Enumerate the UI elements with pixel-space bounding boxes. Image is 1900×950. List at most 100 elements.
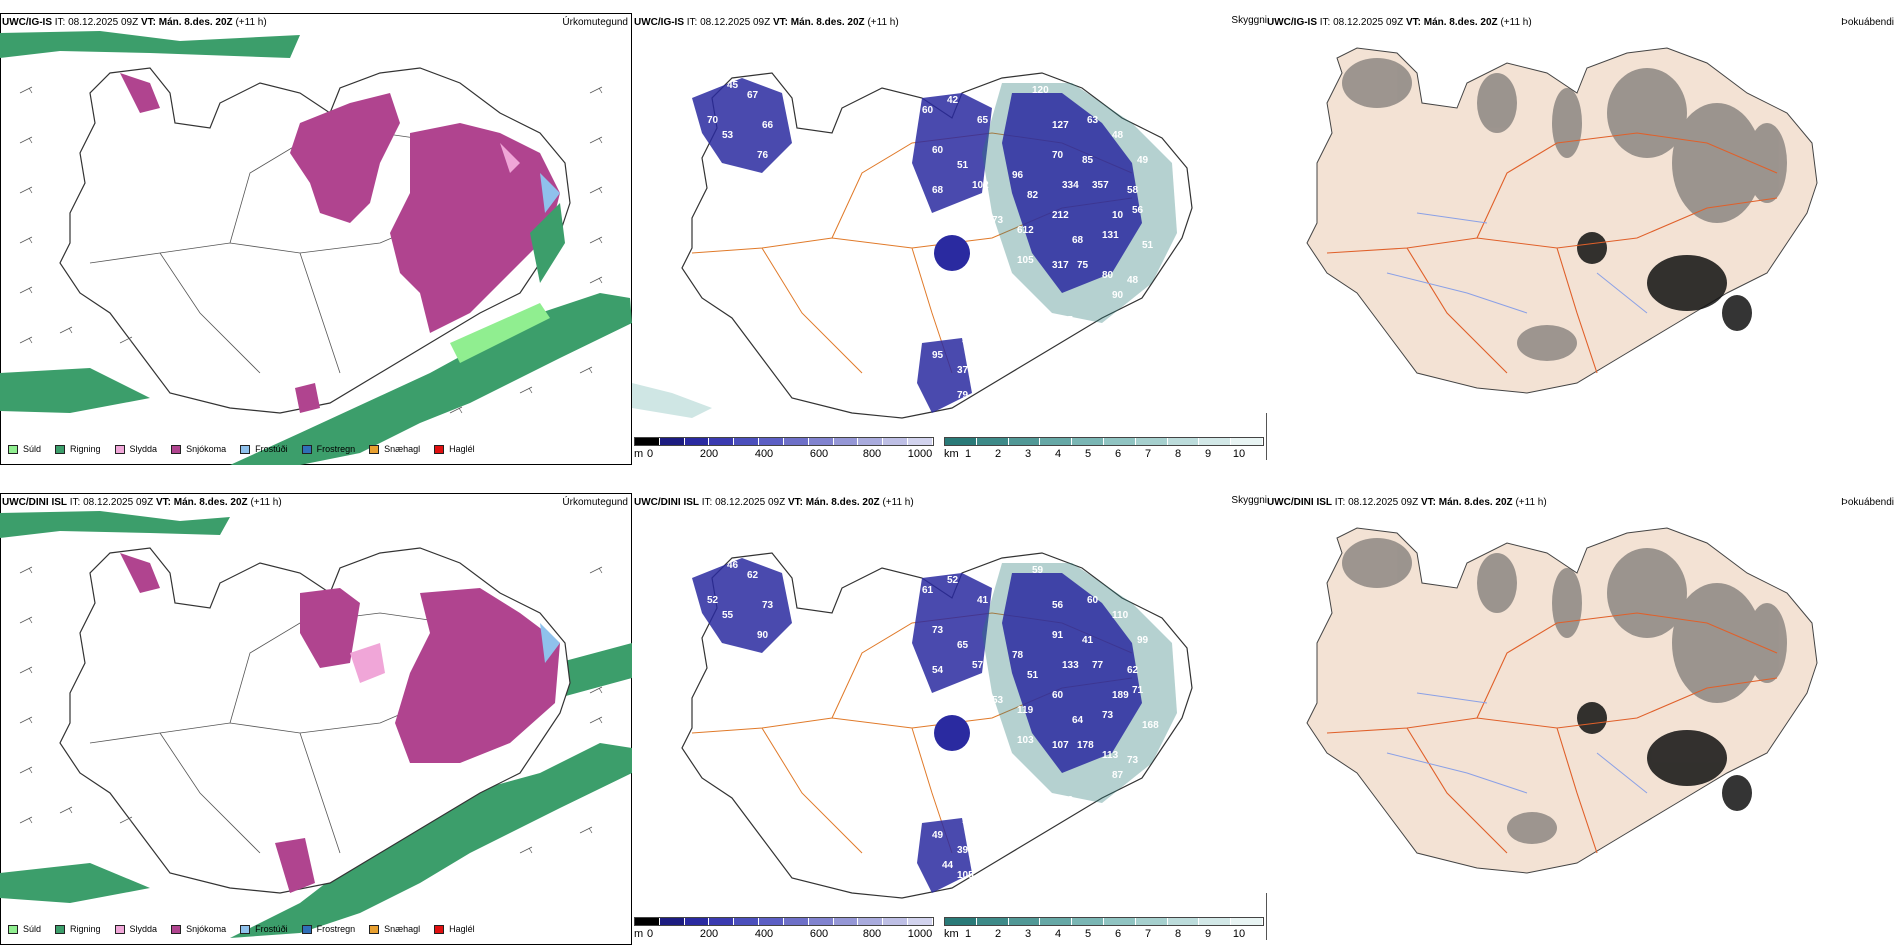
visibility-unit: km	[944, 928, 959, 940]
visibility-value-label: 612	[1017, 225, 1034, 236]
visibility-value-label: 48	[1112, 130, 1124, 141]
visibility-value-label: 76	[757, 150, 769, 161]
valid-time: Mán. 8.des. 20Z	[1438, 497, 1513, 508]
issue-time: IT: 08.12.2025 09Z	[686, 17, 771, 28]
visibility-value-label: 85	[1082, 155, 1094, 166]
visibility-value-label: 44	[942, 860, 954, 871]
valid-time-label: VT:	[140, 17, 156, 28]
cbar-cell	[808, 438, 834, 445]
model-name: UWC/IG-IS	[2, 17, 52, 28]
cbar-cell	[1103, 438, 1136, 445]
lead-time: (+11 h)	[235, 17, 267, 28]
visibility-value-label: 56	[1132, 205, 1144, 216]
legend-swatch	[301, 444, 312, 454]
legend-swatch	[114, 924, 125, 934]
low-elevation-vis	[1002, 573, 1142, 773]
snow-area	[275, 838, 315, 893]
visibility-value-label: 64	[1072, 715, 1084, 726]
cbar-cell	[684, 918, 710, 925]
precip-map-1	[0, 31, 632, 465]
tick-label: 2	[994, 928, 1002, 940]
fog-dense	[1577, 702, 1752, 811]
fog-map-1	[1306, 47, 1818, 394]
visibility-value-label: 334	[1062, 180, 1079, 191]
cbar-cell	[858, 918, 884, 925]
legend-label: Frostregn	[316, 444, 356, 454]
legend-item: Rigning	[55, 444, 101, 454]
visibility-value-label: 189	[1112, 690, 1129, 701]
visibility-value-label: 37	[957, 365, 969, 376]
visibility-value-label: 39	[957, 845, 969, 856]
cbar-cell	[783, 438, 809, 445]
cbar-cell	[1135, 438, 1168, 445]
vis-right-title-1: Skyggni	[1231, 15, 1267, 26]
visibility-value-label: 48	[1127, 275, 1139, 286]
legend-label: Snjókoma	[186, 924, 227, 934]
visibility-colorbar-1: km 1 2 3 4 5 6 7 8 9 10	[944, 437, 1264, 460]
legend-label: Haglél	[449, 924, 475, 934]
cbar-cell	[1040, 438, 1073, 445]
valid-time-label: VT:	[1405, 17, 1421, 28]
cbar-cell	[1103, 918, 1136, 925]
cbar-cell	[833, 918, 859, 925]
visibility-value-label: 37	[962, 335, 974, 346]
visibility-value-label: 57	[972, 660, 984, 671]
precip-frame-1	[0, 13, 632, 465]
visibility-value-label: 91	[1052, 630, 1064, 641]
legend-swatch	[301, 924, 312, 934]
cbar-cell	[659, 918, 685, 925]
visibility-panel-2: 46 62 52 55 73 90 61 52 41 59 73 65 56 60 110 99 54 57 78 9…	[632, 493, 1323, 945]
elevation-unit: m	[634, 928, 644, 940]
visibility-value-label: 96	[1012, 170, 1024, 181]
visibility-value-label: 212	[1052, 210, 1069, 221]
rain-area	[0, 31, 300, 58]
vis-title-1: UWC/IG-IS IT: 08.12.2025 09Z VT: Mán. 8.…	[634, 17, 899, 28]
legend-label: Frostregn	[316, 924, 356, 934]
visibility-value-label: 90	[757, 630, 769, 641]
tick-label: 400	[754, 928, 774, 940]
issue-time: IT: 08.12.2025 09Z	[69, 497, 154, 508]
lead-time: (+11 h)	[1515, 497, 1547, 508]
rain-area	[230, 293, 632, 465]
issue-time: IT: 08.12.2025 09Z	[54, 17, 139, 28]
drizzle-area	[450, 303, 550, 363]
tick-label: 8	[1174, 928, 1182, 940]
fog-map-2	[1306, 527, 1818, 874]
tick-label: 200	[699, 448, 719, 460]
visibility-value-label: 317	[1052, 260, 1069, 271]
cbar-cell	[1135, 918, 1168, 925]
precip-map-2	[0, 511, 632, 938]
precip-title-1: UWC/IG-IS IT: 08.12.2025 09Z VT: Mán. 8.…	[2, 17, 267, 28]
visibility-value-label: 42	[947, 95, 959, 106]
visibility-value-label: 60	[922, 105, 934, 116]
visibility-value-label: 367	[972, 710, 989, 721]
cbar-cell	[1008, 438, 1041, 445]
legend-label: Haglél	[449, 444, 475, 454]
legend-label: Súld	[23, 924, 42, 934]
cbar-cell	[1167, 438, 1200, 445]
tick-label: 3	[1024, 448, 1032, 460]
visibility-value-label: 73	[762, 600, 774, 611]
visibility-value-label: 77	[1092, 660, 1104, 671]
visibility-value-label: 105	[1017, 255, 1034, 266]
visibility-value-label: 58	[1127, 185, 1139, 196]
precip-panel-1: UWC/IG-IS IT: 08.12.2025 09Z VT: Mán. 8.…	[0, 13, 632, 465]
visibility-value-label: 49	[1137, 155, 1149, 166]
visibility-value-label: 59	[1032, 565, 1044, 576]
precip-legend-1: Súld Rigning Slydda Snjókoma Frostúði Fr…	[8, 444, 489, 454]
cbar-cell	[883, 918, 909, 925]
visibility-value-label: 41	[977, 595, 989, 606]
visibility-value-label: 99	[1137, 635, 1149, 646]
elevation-colorbar-2: m 0 200 400 600 800 1000	[634, 917, 934, 940]
cbar-cell	[808, 918, 834, 925]
cbar-cell	[1072, 438, 1104, 445]
cbar-cell	[976, 438, 1009, 445]
valid-time: Mán. 8.des. 20Z	[158, 17, 233, 28]
visibility-value-label: 45	[727, 80, 739, 91]
snow-area	[390, 123, 560, 333]
lead-time: (+11 h)	[882, 497, 914, 508]
low-elevation-vis	[912, 93, 992, 213]
valid-time: Mán. 8.des. 20Z	[1423, 17, 1498, 28]
visibility-colorbar-2: km 1 2 3 4 5 6 7 8 9 10	[944, 917, 1264, 940]
precip-title-2: UWC/DINI ISL IT: 08.12.2025 09Z VT: Mán.…	[2, 497, 282, 508]
